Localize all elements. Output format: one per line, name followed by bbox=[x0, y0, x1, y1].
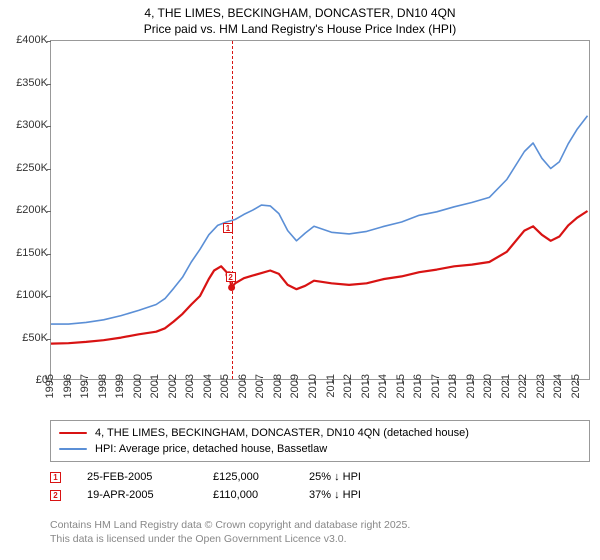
x-axis-label: 1999 bbox=[114, 374, 126, 406]
y-axis-label: £200K bbox=[2, 204, 48, 216]
x-axis-label: 2013 bbox=[360, 374, 372, 406]
x-axis-label: 2003 bbox=[184, 374, 196, 406]
x-axis-label: 2008 bbox=[272, 374, 284, 406]
x-axis-label: 2006 bbox=[237, 374, 249, 406]
legend-item: HPI: Average price, detached house, Bass… bbox=[59, 441, 581, 457]
sale-row-date: 19-APR-2005 bbox=[87, 489, 187, 501]
sales-table: 1 25-FEB-2005 £125,000 25% ↓ HPI 2 19-APR-200… bbox=[50, 468, 590, 504]
x-axis-label: 2018 bbox=[447, 374, 459, 406]
y-axis-label: £400K bbox=[2, 34, 48, 46]
y-axis-label: £50K bbox=[2, 332, 48, 344]
legend-label: 4, THE LIMES, BECKINGHAM, DONCASTER, DN1… bbox=[95, 427, 469, 439]
x-axis-label: 2007 bbox=[254, 374, 266, 406]
footer-line1: Contains HM Land Registry data © Crown c… bbox=[50, 518, 590, 532]
y-axis-label: £0 bbox=[2, 374, 48, 386]
legend-swatch bbox=[59, 448, 87, 450]
x-axis-label: 2015 bbox=[395, 374, 407, 406]
y-axis-label: £350K bbox=[2, 77, 48, 89]
x-axis-label: 1998 bbox=[97, 374, 109, 406]
x-axis-label: 2001 bbox=[149, 374, 161, 406]
plot-area: 12 bbox=[50, 40, 590, 380]
y-axis-label: £300K bbox=[2, 119, 48, 131]
attribution-footer: Contains HM Land Registry data © Crown c… bbox=[50, 518, 590, 546]
footer-line2: This data is licensed under the Open Gov… bbox=[50, 532, 590, 546]
x-axis-label: 2022 bbox=[517, 374, 529, 406]
x-axis-label: 2017 bbox=[430, 374, 442, 406]
x-axis-label: 1997 bbox=[79, 374, 91, 406]
x-axis-label: 2009 bbox=[289, 374, 301, 406]
sale-row-delta: 25% ↓ HPI bbox=[309, 471, 429, 483]
chart-svg bbox=[51, 41, 589, 379]
x-axis-label: 2010 bbox=[307, 374, 319, 406]
y-axis-label: £250K bbox=[2, 162, 48, 174]
sale-row: 1 25-FEB-2005 £125,000 25% ↓ HPI bbox=[50, 468, 590, 486]
chart-container: 12 £0£50K£100K£150K£200K£250K£300K£350K£… bbox=[0, 40, 600, 410]
series-hpi bbox=[51, 116, 588, 324]
sale-row-marker: 2 bbox=[50, 490, 61, 501]
chart-title-line2: Price paid vs. HM Land Registry's House … bbox=[0, 22, 600, 42]
x-axis-label: 2024 bbox=[552, 374, 564, 406]
x-axis-label: 2016 bbox=[412, 374, 424, 406]
legend: 4, THE LIMES, BECKINGHAM, DONCASTER, DN1… bbox=[50, 420, 590, 462]
legend-label: HPI: Average price, detached house, Bass… bbox=[95, 443, 327, 455]
x-axis-label: 2005 bbox=[219, 374, 231, 406]
y-axis-label: £100K bbox=[2, 289, 48, 301]
x-axis-label: 2004 bbox=[202, 374, 214, 406]
sale-marker-vline bbox=[232, 41, 233, 379]
legend-swatch bbox=[59, 432, 87, 434]
x-axis-label: 2014 bbox=[377, 374, 389, 406]
x-axis-label: 2002 bbox=[167, 374, 179, 406]
sale-row-date: 25-FEB-2005 bbox=[87, 471, 187, 483]
y-axis-label: £150K bbox=[2, 247, 48, 259]
legend-item: 4, THE LIMES, BECKINGHAM, DONCASTER, DN1… bbox=[59, 425, 581, 441]
sale-row-delta: 37% ↓ HPI bbox=[309, 489, 429, 501]
x-axis-label: 2020 bbox=[482, 374, 494, 406]
sale-row-price: £125,000 bbox=[213, 471, 283, 483]
sale-row: 2 19-APR-2005 £110,000 37% ↓ HPI bbox=[50, 486, 590, 504]
series-price_paid bbox=[51, 211, 588, 344]
x-axis-label: 1995 bbox=[44, 374, 56, 406]
sale-row-price: £110,000 bbox=[213, 489, 283, 501]
x-axis-label: 2000 bbox=[132, 374, 144, 406]
x-axis-label: 2023 bbox=[535, 374, 547, 406]
x-axis-label: 2025 bbox=[570, 374, 582, 406]
x-axis-label: 1996 bbox=[62, 374, 74, 406]
x-axis-label: 2011 bbox=[325, 374, 337, 406]
sale-row-marker: 1 bbox=[50, 472, 61, 483]
x-axis-label: 2021 bbox=[500, 374, 512, 406]
x-axis-label: 2019 bbox=[465, 374, 477, 406]
sale-marker-box: 2 bbox=[226, 272, 236, 282]
x-axis-label: 2012 bbox=[342, 374, 354, 406]
chart-title-line1: 4, THE LIMES, BECKINGHAM, DONCASTER, DN1… bbox=[0, 0, 600, 22]
